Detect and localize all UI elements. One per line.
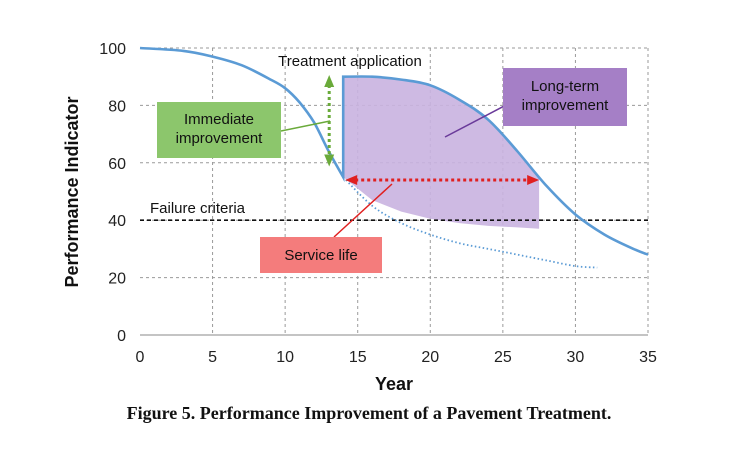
treatment-application-label: Treatment application <box>278 53 422 70</box>
immediate-improvement-box <box>157 102 281 158</box>
y-tick-label: 80 <box>108 98 126 115</box>
service-life-arrow-head-left <box>345 175 358 186</box>
immediate-improvement-line1: Immediate <box>184 111 254 128</box>
long-term-leader-line <box>444 102 511 138</box>
no-treatment-curve <box>342 176 598 269</box>
x-tick-labels: 0 5 10 15 20 25 30 35 <box>136 349 657 366</box>
service-life-label: Service life <box>284 247 357 264</box>
x-tick-label: 10 <box>276 349 294 366</box>
immediate-improvement-line2: improvement <box>176 130 264 147</box>
failure-criteria-label: Failure criteria <box>150 200 246 217</box>
x-tick-label: 15 <box>349 349 367 366</box>
y-tick-label: 100 <box>99 41 126 58</box>
y-tick-labels: 0 20 40 60 80 100 <box>99 41 126 345</box>
x-tick-label: 25 <box>494 349 512 366</box>
immediate-leader-line <box>280 120 331 132</box>
x-tick-label: 0 <box>136 349 145 366</box>
x-tick-label: 30 <box>567 349 585 366</box>
performance-chart: 0 5 10 15 20 25 30 35 0 20 40 60 80 100 Failure crit… <box>62 41 657 394</box>
service-life-arrow-head-right <box>527 175 540 186</box>
y-tick-label: 20 <box>108 271 126 288</box>
long-term-improvement-line1: Long-term <box>531 78 599 95</box>
x-tick-label: 35 <box>639 349 657 366</box>
x-tick-label: 5 <box>208 349 217 366</box>
figure-caption: Figure 5. Performance Improvement of a P… <box>126 403 612 423</box>
treatment-curve <box>139 46 649 256</box>
long-term-improvement-box <box>503 68 627 126</box>
immediate-arrow-head-down <box>324 154 335 167</box>
y-tick-label: 0 <box>117 328 126 345</box>
x-axis-title: Year <box>375 374 413 394</box>
x-tick-label: 20 <box>421 349 439 366</box>
service-life-leader-line <box>333 183 393 238</box>
service-life-box <box>260 237 382 273</box>
y-axis-title: Performance Indicator <box>62 96 82 287</box>
y-tick-label: 60 <box>108 156 126 173</box>
y-tick-label: 40 <box>108 213 126 230</box>
long-term-improvement-area <box>343 76 540 229</box>
long-term-improvement-line2: improvement <box>522 97 610 114</box>
immediate-arrow-head-up <box>324 74 335 87</box>
